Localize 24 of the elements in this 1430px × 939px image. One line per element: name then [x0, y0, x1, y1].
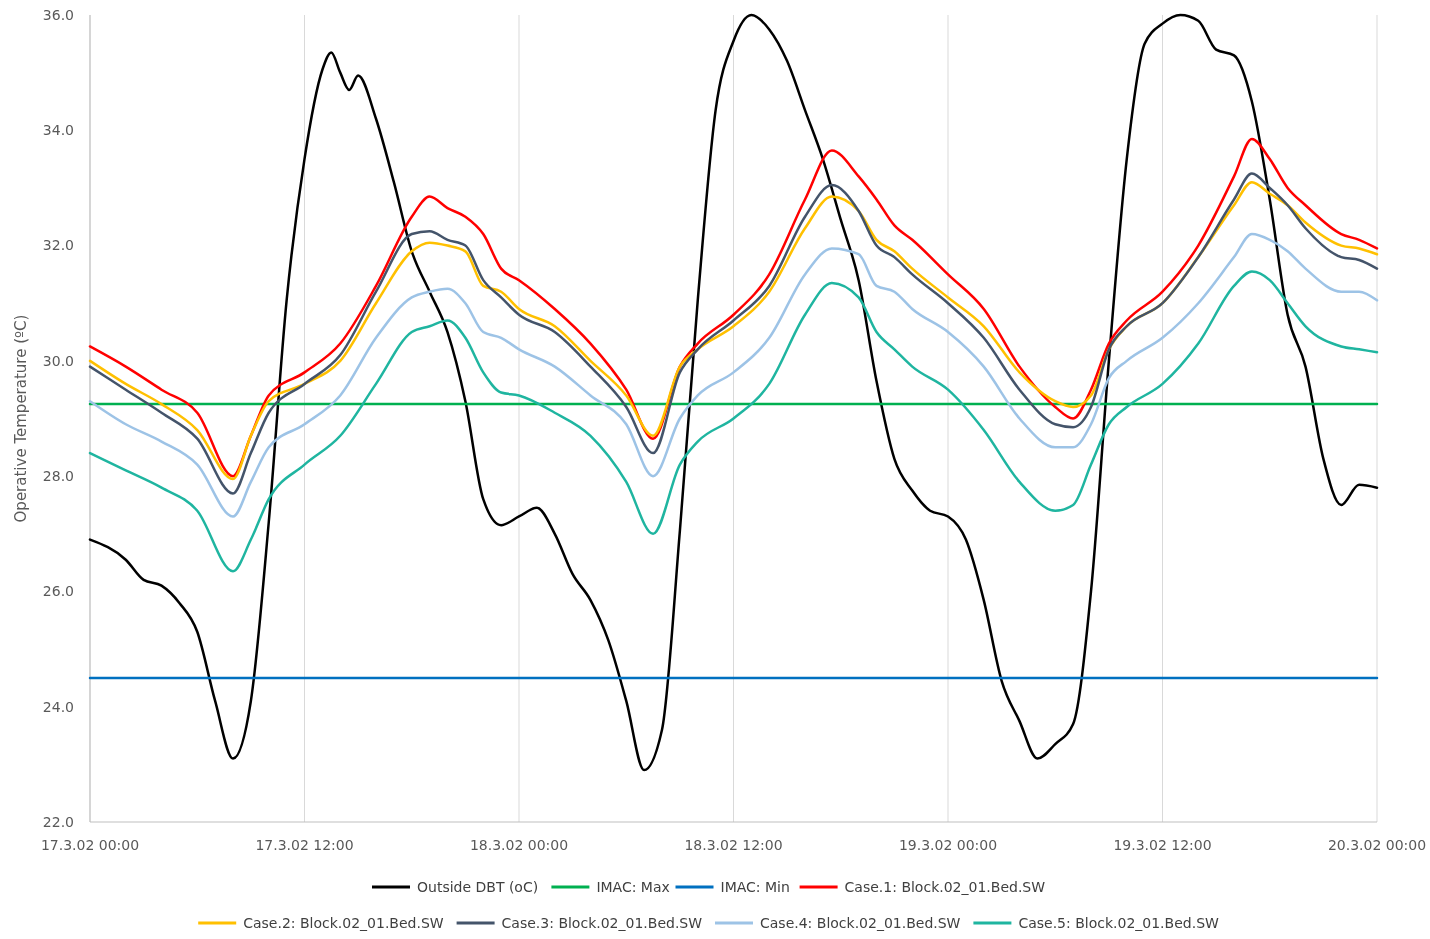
- legend-label: Case.1: Block.02_01.Bed.SW: [844, 878, 1046, 895]
- y-tick-label: 30.0: [42, 352, 74, 369]
- y-axis-title: Operative Temperature (ºC): [12, 314, 30, 523]
- y-tick-label: 32.0: [42, 237, 74, 254]
- y-tick-label: 26.0: [42, 583, 74, 600]
- y-tick-label: 28.0: [42, 468, 74, 485]
- x-tick-label: 19.3.02 12:00: [1113, 837, 1212, 853]
- y-tick-label: 24.0: [42, 698, 74, 715]
- legend-label: Case.5: Block.02_01.Bed.SW: [1018, 914, 1220, 931]
- legend-label: IMAC: Min: [720, 878, 790, 895]
- x-tick-label: 18.3.02 12:00: [684, 837, 783, 853]
- legend-label: Case.2: Block.02_01.Bed.SW: [243, 914, 444, 931]
- x-tick-label: 20.3.02 00:00: [1327, 837, 1427, 853]
- y-tick-label: 22.0: [42, 813, 74, 830]
- x-tick-label: 17.3.02 00:00: [40, 837, 140, 853]
- y-tick-label: 36.0: [42, 6, 74, 23]
- legend-label: Case.3: Block.02_01.Bed.SW: [501, 914, 703, 931]
- x-tick-label: 18.3.02 00:00: [469, 837, 569, 853]
- x-tick-label: 19.3.02 00:00: [898, 837, 998, 853]
- x-tick-label: 17.3.02 12:00: [255, 837, 354, 853]
- legend-label: IMAC: Max: [596, 878, 670, 895]
- y-tick-label: 34.0: [42, 122, 74, 139]
- legend-label: Outside DBT (oC): [417, 878, 539, 895]
- legend-label: Case.4: Block.02_01.Bed.SW: [760, 914, 961, 931]
